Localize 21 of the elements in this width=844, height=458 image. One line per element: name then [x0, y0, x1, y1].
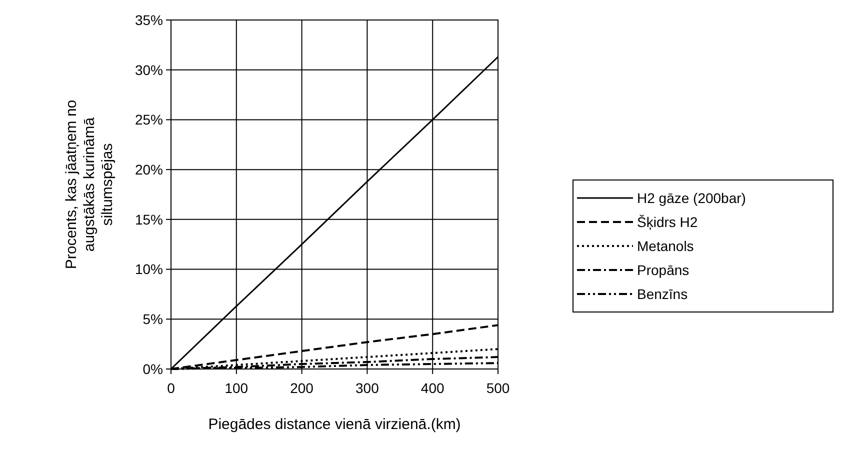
x-tick-label: 100	[224, 380, 248, 396]
y-tick-label: 15%	[134, 211, 163, 228]
y-tick-label: 10%	[134, 261, 163, 278]
y-axis-title: Procents, kas jāatņem no augstākās kurināmā siltumspējas	[63, 100, 116, 270]
x-tick-label: 200	[290, 380, 314, 396]
y-tick-label: 5%	[142, 311, 163, 328]
x-tick-label: 400	[420, 380, 444, 396]
legend-label: Šķidrs H2	[637, 214, 698, 230]
y-tick-label: 25%	[134, 112, 163, 128]
x-axis-title: Piegādes distance vienā virzienā.(km)	[208, 416, 461, 433]
legend-label: Metanols	[637, 238, 694, 254]
legend-label: Benzīns	[637, 286, 688, 302]
x-tick-label: 300	[356, 380, 380, 396]
y-tick-label: 30%	[134, 62, 163, 78]
y-tick-label: 20%	[134, 161, 163, 178]
x-tick-label: 500	[486, 380, 510, 396]
legend-label: Propāns	[637, 262, 690, 278]
legend-label: H2 gāze (200bar)	[637, 190, 746, 206]
x-tick-label: 0	[167, 380, 176, 396]
y-tick-label: 35%	[134, 12, 163, 28]
y-tick-label: 0%	[142, 360, 163, 377]
